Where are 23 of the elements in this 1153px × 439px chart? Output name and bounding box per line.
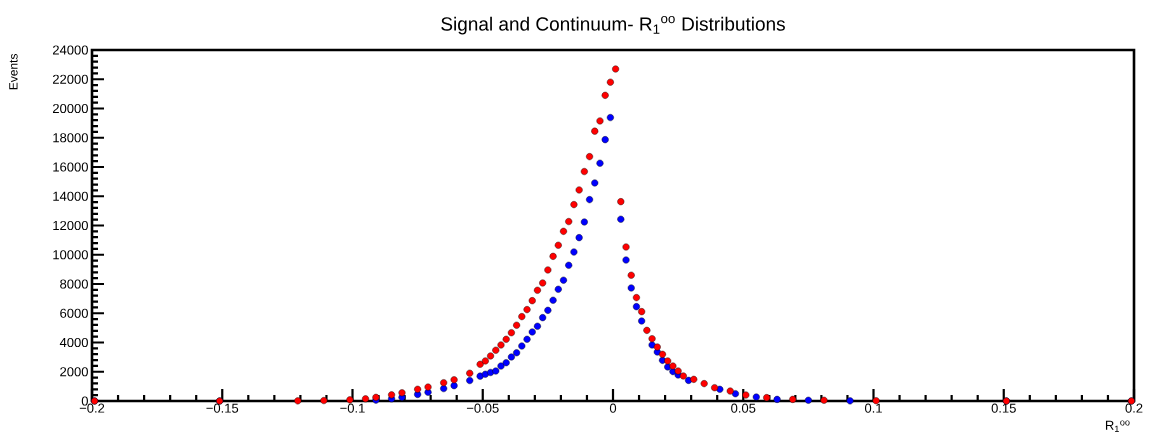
y-axis-title: Events (9, 53, 18, 90)
y-tick-label: 22000 (52, 74, 88, 84)
x-axis-title: R$_{1}$oo (1105, 420, 1130, 432)
x-tick-label: 0 (609, 403, 617, 413)
x-tick-label: −0.15 (206, 403, 239, 413)
chart-title: Signal and Continuum- R$_{1}$$^{oo}$ Distributions (441, 15, 785, 35)
y-tick-label: 8000 (60, 279, 88, 289)
x-tick-label: 0.1 (864, 403, 882, 413)
x-tick-label: −0.05 (466, 403, 499, 413)
y-tick-label: 4000 (59, 337, 88, 348)
y-tick-label: 2000 (60, 367, 88, 377)
y-tick-label: 16000 (53, 162, 88, 172)
y-tick-label: 20000 (52, 103, 88, 114)
y-tick-label: 24000 (52, 45, 88, 55)
y-tick-label: 12000 (53, 220, 88, 231)
x-tick-label: 0.2 (1125, 403, 1143, 413)
y-tick-label: 10000 (53, 250, 88, 260)
x-tick-label: 0.15 (991, 403, 1016, 413)
y-tick-label: 6000 (60, 308, 88, 318)
y-tick-label: 18000 (53, 133, 88, 143)
x-tick-label: 0.05 (731, 403, 756, 413)
y-tick-label: 14000 (53, 191, 88, 201)
x-tick-label: −0.1 (340, 403, 365, 413)
